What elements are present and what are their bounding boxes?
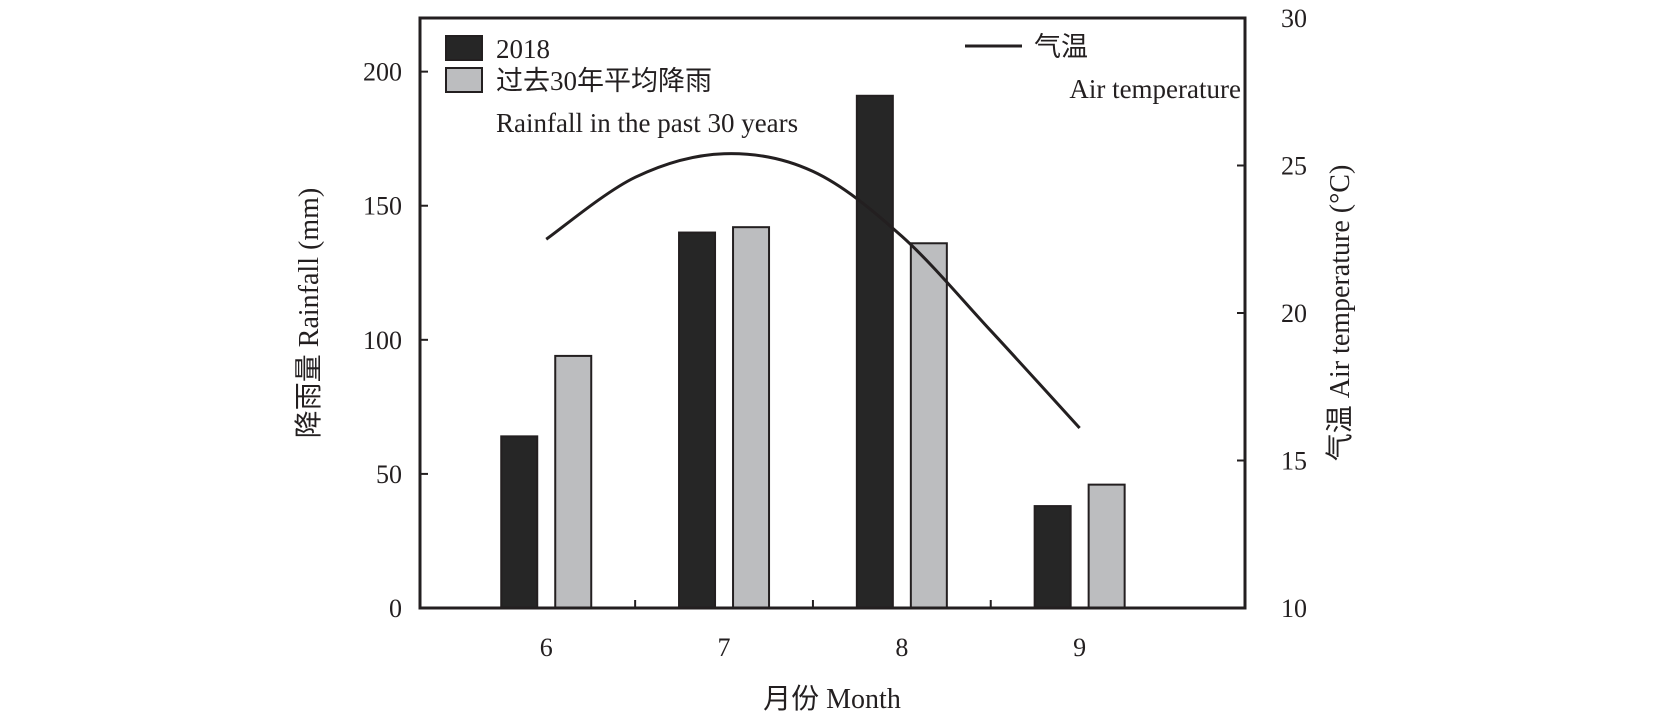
- y2-tick-label-25: 25: [1281, 152, 1307, 181]
- legend-label-temp-cn: 气温: [1034, 32, 1088, 62]
- bar-2018-month-9: [1033, 505, 1072, 609]
- y2-tick-label-10: 10: [1281, 594, 1307, 623]
- y-axis-title: 降雨量 Rainfall (mm): [293, 188, 325, 438]
- x-tick-label-6: 6: [540, 633, 553, 662]
- x-tick-label-9: 9: [1073, 633, 1086, 662]
- bar-2018-month-8: [855, 94, 894, 610]
- y-tick-label-50: 50: [376, 460, 402, 489]
- legend-swatch-2018: [445, 35, 483, 61]
- x-axis: 6 7 8 9: [540, 600, 1086, 662]
- bar-30yr-avg-month-8: [909, 242, 948, 609]
- line-legend: 气温 Air temperature: [965, 32, 1241, 104]
- y-tick-label-200: 200: [363, 58, 402, 87]
- right-y-axis: 10 15 20 25 30: [1237, 4, 1307, 623]
- x-tick-label-7: 7: [718, 633, 731, 662]
- x-tick-label-8: 8: [895, 633, 908, 662]
- legend-label-30yr-en: Rainfall in the past 30 years: [496, 108, 798, 138]
- y-tick-label-100: 100: [363, 326, 402, 355]
- y-tick-label-150: 150: [363, 192, 402, 221]
- bar-group: [500, 94, 1126, 610]
- legend-label-temp-en: Air temperature: [1069, 74, 1241, 104]
- bar-2018-month-6: [500, 435, 539, 610]
- bar-2018-month-7: [678, 231, 717, 610]
- bar-30yr-avg-month-9: [1087, 483, 1126, 609]
- y2-tick-label-15: 15: [1281, 447, 1307, 476]
- air-temperature-line: [545, 152, 1081, 430]
- y2-axis-title: 气温 Air temperature (°C): [1324, 165, 1356, 462]
- y2-tick-label-30: 30: [1281, 4, 1307, 33]
- legend-label-30yr-cn: 过去30年平均降雨: [496, 66, 712, 96]
- left-y-axis: 0 50 100 150 200: [363, 58, 428, 623]
- x-axis-title: 月份 Month: [763, 683, 901, 715]
- y2-tick-label-20: 20: [1281, 299, 1307, 328]
- legend-label-2018: 2018: [496, 34, 550, 64]
- legend-swatch-30yr: [445, 67, 483, 93]
- bar-30yr-avg-month-7: [732, 226, 771, 609]
- bar-legend: 2018 过去30年平均降雨 Rainfall in the past 30 y…: [445, 34, 798, 138]
- bar-30yr-avg-month-6: [554, 354, 593, 609]
- y-tick-label-0: 0: [389, 594, 402, 623]
